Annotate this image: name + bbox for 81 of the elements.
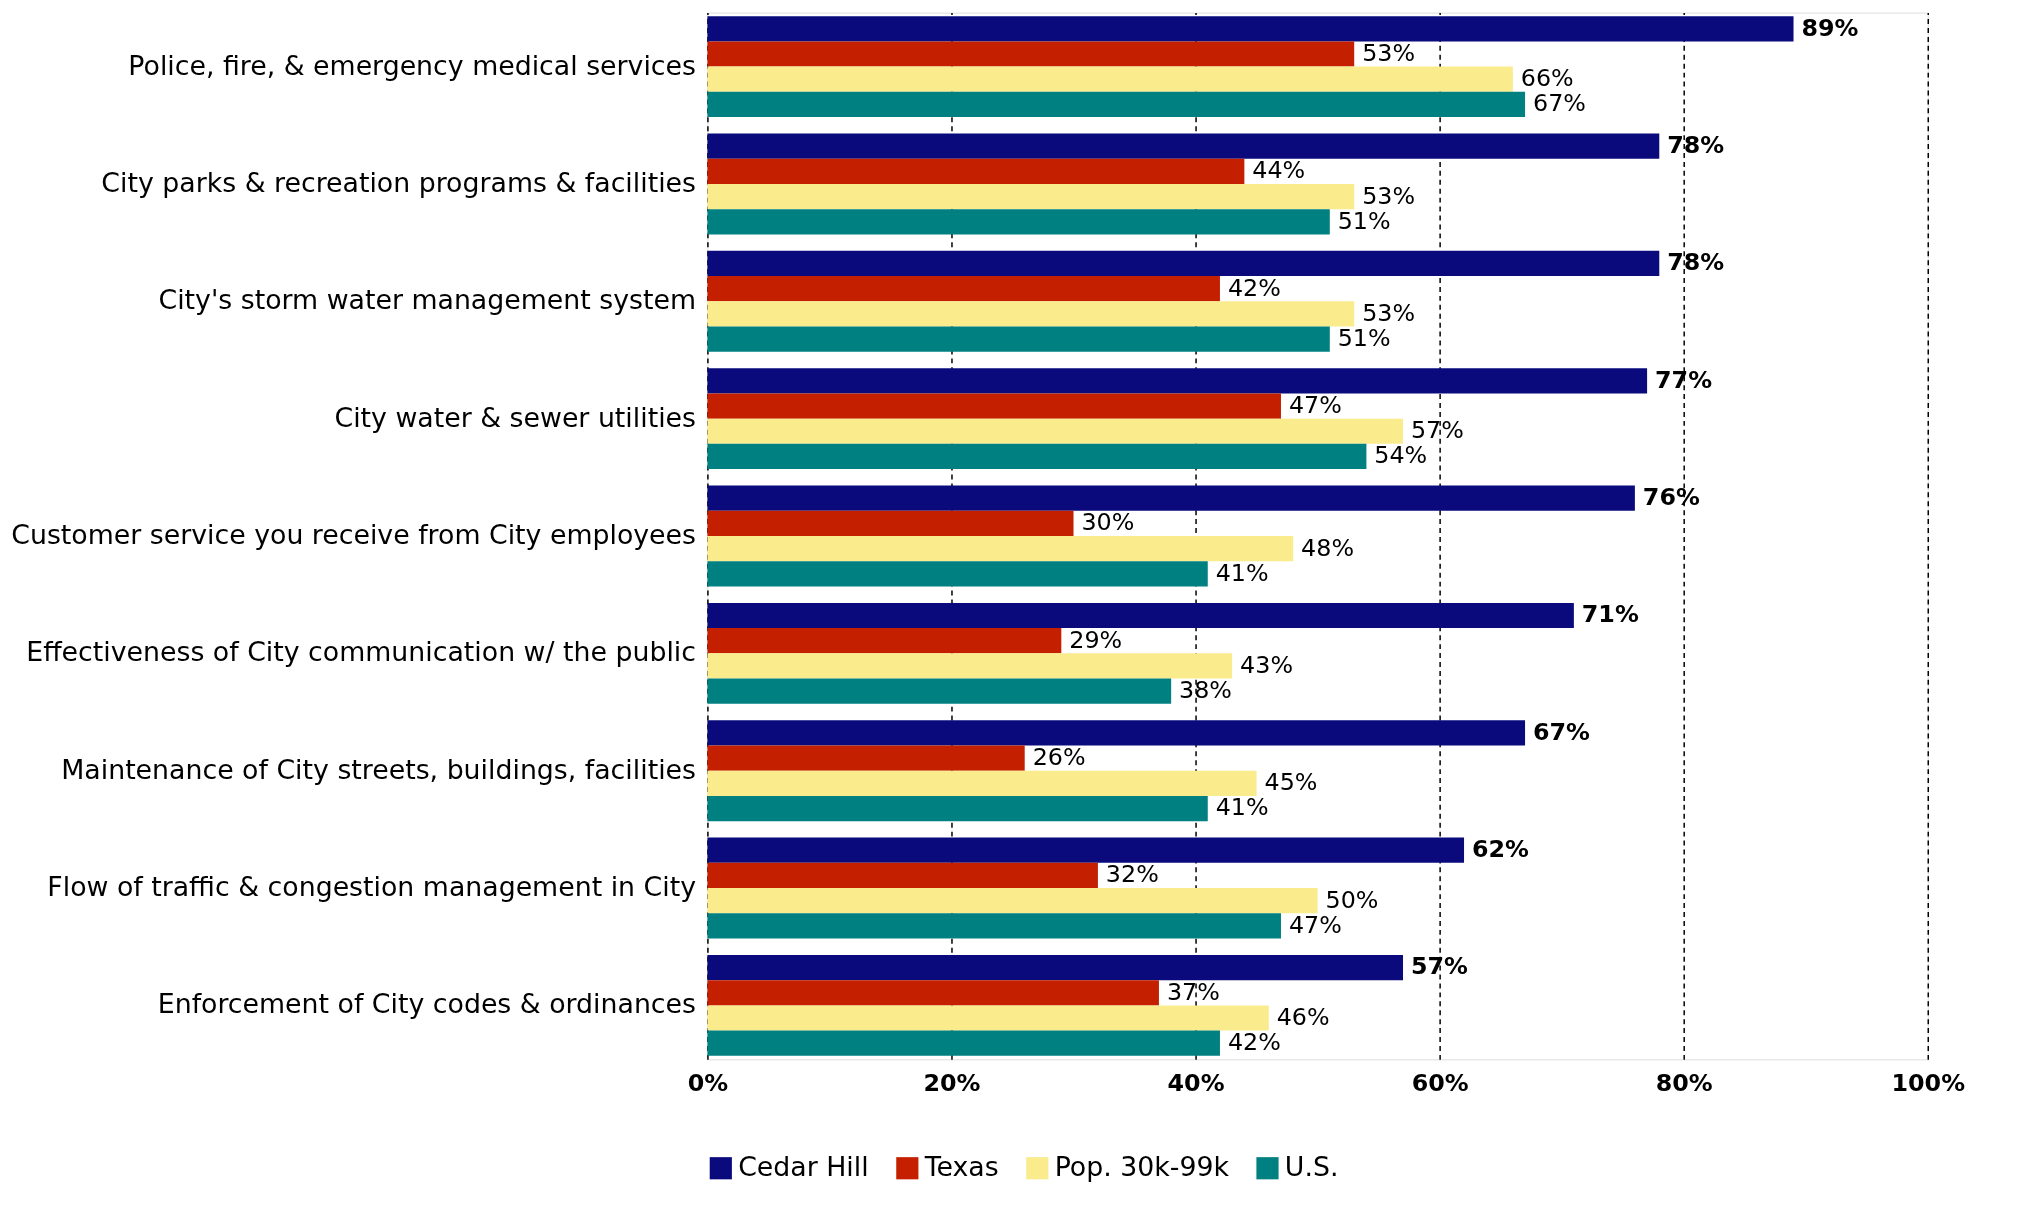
data-label: 53% [1362, 38, 1416, 67]
y-tick-label: Effectiveness of City communication w/ the public [26, 636, 696, 668]
bar [707, 326, 1330, 352]
data-label: 44% [1252, 156, 1306, 185]
y-tick-label: City water & sewer utilities [334, 401, 696, 433]
y-tick-label: Customer service you receive from City employees [11, 518, 696, 550]
bar [707, 628, 1062, 654]
data-label: 41% [1215, 558, 1269, 587]
x-tick-label: 100% [1891, 1068, 1966, 1097]
data-label: 51% [1337, 324, 1391, 353]
bar [707, 183, 1355, 210]
bar [707, 535, 1294, 562]
bar [707, 888, 1318, 914]
bar [707, 980, 1159, 1006]
y-tick-label: Maintenance of City streets, buildings, facilities [61, 753, 696, 785]
x-tick-label: 20% [923, 1068, 981, 1097]
bar [707, 418, 1404, 444]
bar [707, 91, 1526, 118]
data-label: 67% [1532, 717, 1591, 746]
bar [707, 837, 1465, 863]
x-tick-label: 40% [1167, 1068, 1225, 1097]
data-label: 78% [1667, 131, 1725, 160]
bar [707, 276, 1220, 302]
bar [707, 443, 1367, 470]
data-label: 47% [1288, 390, 1342, 419]
bar [707, 41, 1355, 67]
data-label: 48% [1301, 533, 1355, 562]
bar [707, 954, 1404, 981]
data-label: 37% [1166, 977, 1220, 1006]
data-label: 26% [1032, 743, 1086, 772]
data-label: 76% [1642, 483, 1700, 512]
data-label: 77% [1655, 365, 1713, 394]
bar [707, 862, 1098, 889]
bar [707, 913, 1281, 939]
bar [707, 16, 1794, 42]
data-label: 43% [1240, 650, 1294, 679]
y-tick-label: Flow of traffic & congestion management in City [47, 870, 697, 902]
bar [707, 653, 1233, 679]
bar [707, 158, 1245, 184]
data-label: 42% [1227, 273, 1281, 302]
bar [707, 745, 1025, 771]
data-label: 38% [1179, 676, 1232, 705]
bar [707, 66, 1513, 92]
y-tick-label: Police, fire, & emergency medical services [128, 49, 696, 81]
legend-label: Cedar Hill [738, 1151, 869, 1183]
legend-label: Pop. 30k-99k [1054, 1151, 1230, 1183]
bar [707, 720, 1526, 746]
y-tick-label: City's storm water management system [158, 284, 696, 316]
legend-label: Texas [923, 1151, 999, 1183]
data-label: 32% [1105, 860, 1159, 889]
y-tick-label: City parks & recreation programs & facilities [101, 166, 696, 198]
bar [707, 133, 1660, 159]
bar [707, 485, 1635, 511]
bar [707, 209, 1330, 235]
bar [707, 561, 1208, 587]
bar [707, 368, 1648, 394]
bar [707, 795, 1208, 822]
bar [707, 393, 1281, 419]
bar [707, 250, 1660, 277]
data-label: 62% [1471, 835, 1530, 864]
data-label: 89% [1801, 13, 1859, 42]
data-label: 57% [1410, 952, 1469, 981]
bar [707, 602, 1574, 629]
bar [707, 1030, 1220, 1056]
y-tick-label: Enforcement of City codes & ordinances [157, 988, 696, 1020]
bar [707, 678, 1172, 704]
data-label: 29% [1069, 625, 1123, 654]
data-label: 71% [1581, 600, 1639, 629]
bar [707, 510, 1074, 536]
bar [707, 301, 1355, 327]
data-label: 53% [1362, 298, 1416, 327]
x-tick-label: 80% [1655, 1068, 1713, 1097]
data-label: 30% [1081, 508, 1135, 537]
legend-label: U.S. [1284, 1151, 1339, 1183]
bar [707, 770, 1257, 796]
bar [707, 1005, 1269, 1031]
data-label: 42% [1227, 1028, 1281, 1057]
x-tick-label: 60% [1411, 1068, 1469, 1097]
data-label: 78% [1667, 248, 1725, 277]
x-tick-label: 0% [687, 1068, 729, 1097]
data-label: 46% [1276, 1002, 1330, 1031]
